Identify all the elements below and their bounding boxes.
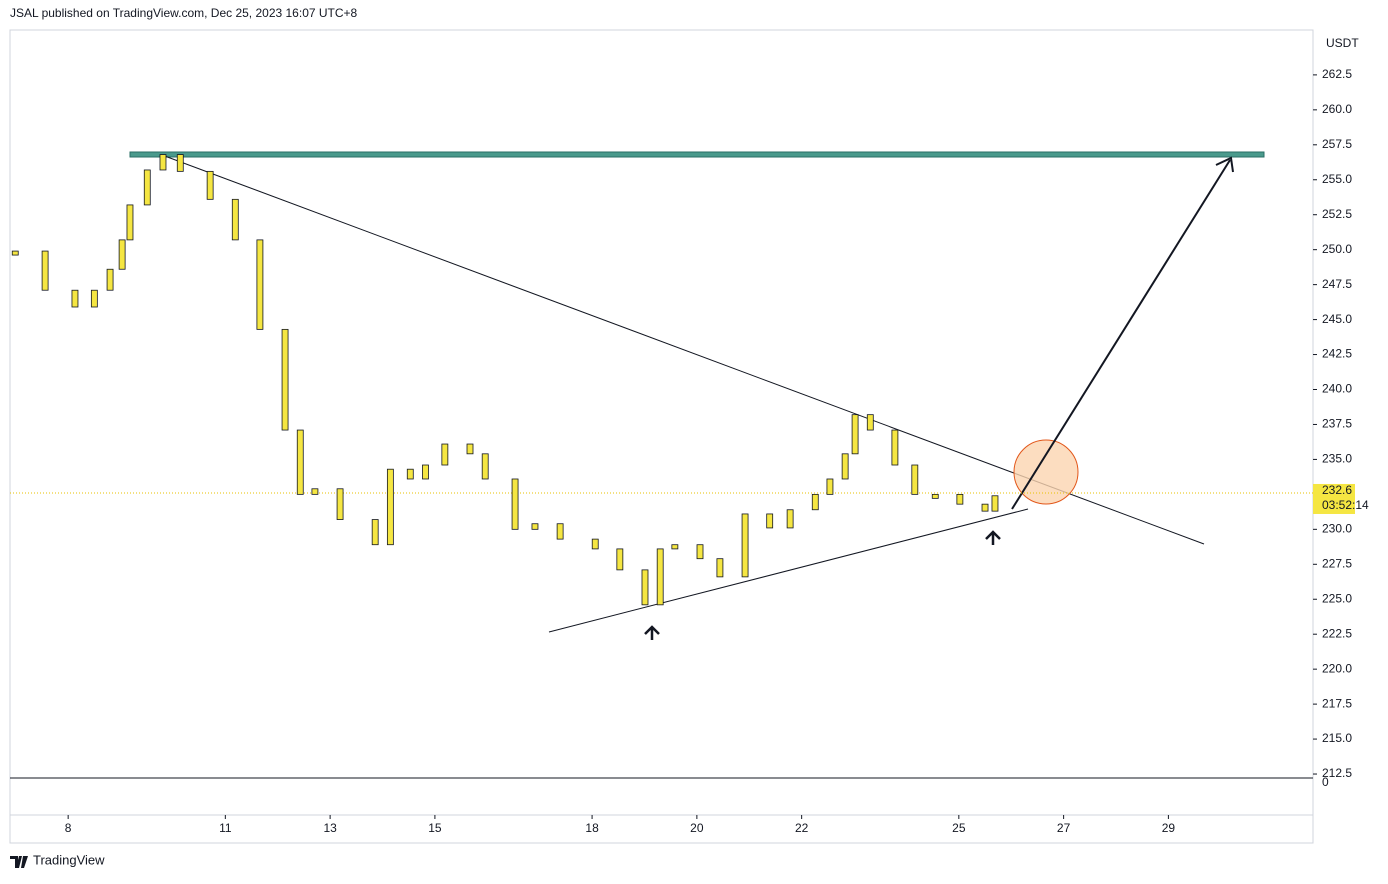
- price-bar: [741, 513, 749, 578]
- price-bar: [11, 250, 19, 256]
- y-tick-label: 262.5: [1322, 67, 1352, 81]
- y-tick-label: 240.0: [1322, 382, 1352, 396]
- price-bar: [851, 414, 859, 455]
- price-bar: [206, 170, 214, 200]
- price-bar: [991, 495, 999, 512]
- y-tick-label: 235.0: [1322, 452, 1352, 466]
- price-bar: [386, 468, 394, 546]
- price-bar: [671, 544, 679, 550]
- price-bar: [656, 548, 664, 606]
- y-tick-label: 242.5: [1322, 347, 1352, 361]
- y-tick-label: 230.0: [1322, 522, 1352, 536]
- price-bar: [891, 429, 899, 466]
- price-bar: [371, 519, 379, 546]
- up-arrow: [644, 625, 660, 640]
- y-tick-label: 215.0: [1322, 731, 1352, 745]
- x-tick-label: 18: [585, 821, 599, 835]
- price-bar: [336, 488, 344, 520]
- target-arrow: [1011, 159, 1231, 510]
- price-bar: [406, 468, 414, 480]
- price-bar: [696, 544, 704, 560]
- price-bar: [256, 239, 264, 330]
- price-bar: [231, 198, 239, 241]
- y-tick-label: 217.5: [1322, 696, 1352, 710]
- header: JSAL published on TradingView.com, Dec 2…: [10, 6, 358, 20]
- logo: [10, 856, 28, 868]
- price-bar: [841, 453, 849, 480]
- resistance-zone: [129, 151, 1265, 158]
- price-bar: [811, 493, 819, 511]
- y-tick-label: 225.0: [1322, 591, 1352, 605]
- x-tick-label: 11: [219, 821, 232, 835]
- price-bar: [531, 523, 539, 530]
- y-tick-label: 257.5: [1322, 137, 1352, 151]
- y-tick-label: 237.5: [1322, 417, 1352, 431]
- price-bar: [159, 154, 167, 171]
- currency: USDT: [1326, 36, 1359, 50]
- y-tick-label: 220.0: [1322, 661, 1352, 675]
- price-bar: [118, 239, 126, 270]
- x-tick-label: 22: [795, 821, 809, 835]
- y-tick-label: 247.5: [1322, 277, 1352, 291]
- x-tick-label: 13: [323, 821, 337, 835]
- price-bar: [616, 548, 624, 571]
- price-bar: [41, 250, 49, 291]
- price-bar: [106, 268, 114, 291]
- y-tick-label: 252.5: [1322, 207, 1352, 221]
- x-tick-label: 20: [690, 821, 704, 835]
- countdown: 03:52:14: [1322, 498, 1369, 512]
- price-bar: [931, 493, 939, 499]
- price-bar: [481, 453, 489, 480]
- y-tick-label: 222.5: [1322, 626, 1352, 640]
- last-price-box: [1313, 483, 1355, 514]
- price-bar: [591, 538, 599, 550]
- price-bar: [956, 493, 964, 505]
- support-line: [548, 508, 1029, 633]
- price-bar: [296, 429, 304, 495]
- price-bar: [466, 443, 474, 455]
- price-bar: [311, 488, 319, 495]
- price-bar: [143, 169, 151, 206]
- last-price-label: 232.6: [1322, 483, 1352, 497]
- price-bar: [422, 464, 429, 480]
- y-tick-label: 255.0: [1322, 172, 1352, 186]
- price-bar: [641, 569, 649, 606]
- price-bar: [441, 443, 449, 466]
- price-bar: [766, 513, 774, 529]
- x-tick-label: 15: [428, 821, 442, 835]
- price-bar: [71, 289, 79, 308]
- price-bar: [176, 154, 184, 172]
- price-bar: [981, 503, 989, 512]
- x-tick-label: 27: [1057, 821, 1071, 835]
- price-bar: [866, 414, 874, 431]
- price-bar: [90, 289, 98, 308]
- price-bar: [826, 478, 834, 495]
- up-arrow: [985, 530, 1001, 545]
- y-tick-label: 212.5: [1322, 766, 1352, 780]
- price-bar: [716, 558, 724, 578]
- footer: TradingView: [33, 852, 105, 867]
- volume-zero: 0: [1322, 775, 1329, 789]
- price-bar: [126, 204, 134, 241]
- y-tick-label: 250.0: [1322, 242, 1352, 256]
- y-tick-label: 260.0: [1322, 102, 1352, 116]
- x-tick-label: 8: [65, 821, 72, 835]
- y-tick-label: 245.0: [1322, 312, 1352, 326]
- price-bar: [511, 478, 519, 530]
- price-bar: [281, 328, 289, 431]
- y-tick-label: 227.5: [1322, 556, 1352, 570]
- price-bar: [911, 464, 919, 495]
- price-bar: [556, 523, 564, 540]
- x-tick-label: 25: [952, 821, 966, 835]
- arrow-head: [1215, 156, 1234, 173]
- breakout-circle: [1013, 439, 1079, 505]
- price-bar: [786, 509, 794, 529]
- x-tick-label: 29: [1162, 821, 1176, 835]
